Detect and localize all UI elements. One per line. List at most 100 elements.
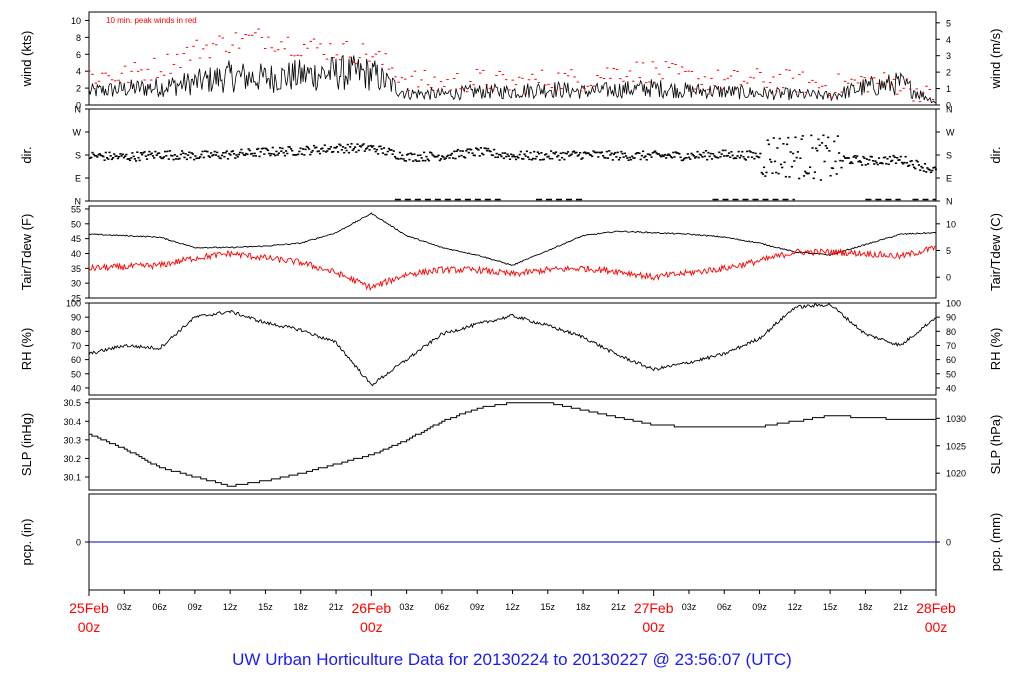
direction-point xyxy=(412,160,415,162)
direction-point xyxy=(571,151,574,153)
panel-frame xyxy=(88,11,937,106)
direction-point xyxy=(318,152,322,155)
direction-point xyxy=(442,156,445,158)
direction-point xyxy=(200,153,203,156)
direction-point xyxy=(326,150,329,152)
direction-point xyxy=(386,150,389,153)
direction-point xyxy=(733,157,737,159)
direction-point xyxy=(597,156,600,158)
direction-point xyxy=(731,154,734,157)
direction-point xyxy=(170,154,173,157)
direction-point xyxy=(205,150,208,153)
direction-point xyxy=(800,138,803,140)
y-tick-label-right: 0 xyxy=(946,273,951,283)
direction-point xyxy=(189,156,192,159)
direction-point xyxy=(131,152,134,154)
direction-point xyxy=(710,158,714,160)
direction-point xyxy=(321,147,324,150)
direction-point xyxy=(298,150,301,153)
direction-point xyxy=(679,156,682,159)
direction-point xyxy=(822,134,825,137)
direction-point xyxy=(542,158,545,161)
y-axis-label-left: RH (%) xyxy=(19,328,34,371)
direction-point xyxy=(933,166,936,169)
direction-point xyxy=(754,152,757,155)
direction-point xyxy=(403,159,406,162)
direction-point xyxy=(649,154,652,156)
y-tick-label: N xyxy=(75,197,82,207)
direction-point xyxy=(528,158,531,161)
direction-point xyxy=(582,151,585,154)
direction-point xyxy=(836,135,839,137)
direction-point xyxy=(183,156,186,159)
direction-point xyxy=(280,150,283,152)
direction-point xyxy=(364,148,368,150)
direction-point xyxy=(904,155,907,158)
direction-point xyxy=(861,164,864,166)
direction-point xyxy=(534,158,537,160)
x-hour-label: 03z xyxy=(399,602,414,612)
direction-point xyxy=(841,160,844,162)
direction-point xyxy=(338,143,341,146)
direction-point xyxy=(311,149,314,152)
direction-point xyxy=(651,152,654,154)
x-hour-label: 12z xyxy=(223,602,238,612)
direction-point xyxy=(809,166,812,168)
y-tick-label: 30.2 xyxy=(63,454,81,464)
direction-point xyxy=(782,143,785,145)
direction-point xyxy=(495,152,498,155)
direction-point xyxy=(96,156,99,158)
direction-point xyxy=(606,157,610,159)
direction-point xyxy=(629,158,633,161)
direction-point xyxy=(858,160,861,162)
direction-point xyxy=(91,151,94,154)
direction-point xyxy=(556,155,559,158)
direction-point xyxy=(516,155,519,158)
direction-point xyxy=(427,159,430,162)
direction-point xyxy=(934,168,937,171)
x-day-label: 25Feb xyxy=(69,600,109,616)
direction-point xyxy=(898,159,901,161)
direction-point xyxy=(112,157,115,159)
direction-point xyxy=(199,156,202,158)
direction-point xyxy=(525,150,528,153)
direction-point xyxy=(120,155,123,157)
direction-point xyxy=(778,137,781,140)
y-tick-label-right: 3 xyxy=(946,51,951,61)
direction-point xyxy=(274,154,277,157)
direction-point xyxy=(623,152,626,155)
direction-point xyxy=(188,151,191,154)
direction-point xyxy=(193,158,196,161)
direction-point xyxy=(931,169,934,172)
direction-point xyxy=(620,150,623,153)
y-tick-label: 0 xyxy=(76,538,81,548)
direction-point xyxy=(603,156,606,159)
direction-point xyxy=(279,147,282,149)
direction-point xyxy=(587,152,590,154)
direction-point xyxy=(574,152,577,154)
direction-point xyxy=(583,151,587,153)
direction-point xyxy=(712,153,715,155)
y-tick-label-right: 40 xyxy=(946,383,956,393)
x-day-hour-label: 00z xyxy=(642,619,665,635)
direction-point xyxy=(322,150,325,152)
direction-point xyxy=(890,160,893,163)
direction-point xyxy=(864,164,867,166)
direction-point xyxy=(447,154,450,157)
direction-point xyxy=(415,160,418,162)
direction-point xyxy=(317,150,320,152)
direction-point xyxy=(413,153,416,155)
direction-point xyxy=(373,148,376,150)
direction-point xyxy=(575,151,578,154)
direction-point xyxy=(789,151,792,153)
direction-point xyxy=(172,158,175,161)
direction-point xyxy=(351,149,354,152)
direction-point xyxy=(329,146,332,148)
direction-point xyxy=(562,151,565,154)
direction-point xyxy=(721,149,724,152)
direction-point xyxy=(891,159,894,162)
direction-point xyxy=(793,160,796,162)
direction-point xyxy=(593,151,596,154)
direction-point xyxy=(241,152,244,154)
direction-point xyxy=(662,155,665,158)
